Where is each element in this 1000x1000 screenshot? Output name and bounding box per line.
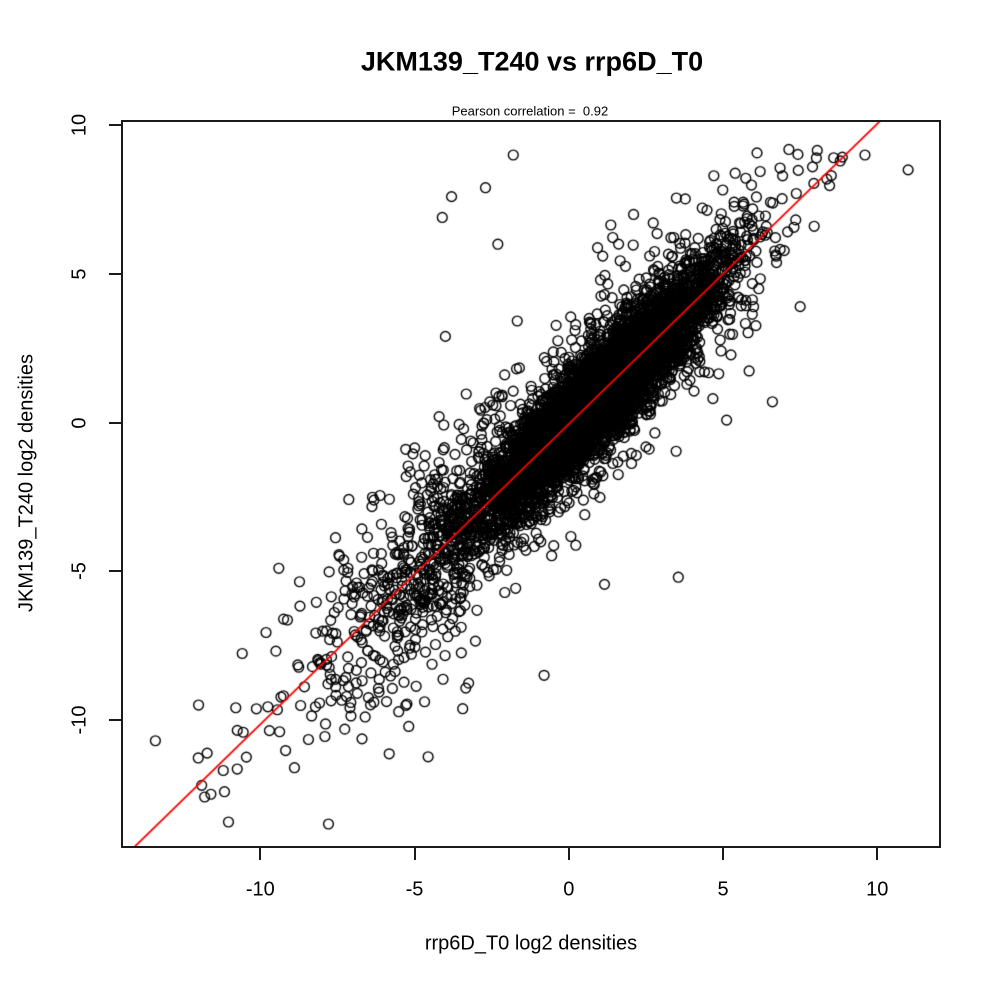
x-tick-mark bbox=[876, 848, 879, 860]
y-tick-label: 10 bbox=[68, 114, 91, 137]
y-axis-label: JKM139_T240 log2 densities bbox=[15, 354, 38, 612]
plot-area bbox=[121, 120, 941, 848]
x-tick-mark bbox=[722, 848, 725, 860]
scatter-points-canvas bbox=[123, 122, 939, 846]
y-tick-label: 5 bbox=[68, 268, 91, 280]
x-tick-mark bbox=[413, 848, 416, 860]
x-tick-mark bbox=[259, 848, 262, 860]
chart-title: JKM139_T240 vs rrp6D_T0 bbox=[360, 46, 704, 77]
y-tick-mark bbox=[109, 570, 121, 573]
y-tick-mark bbox=[109, 124, 121, 127]
x-tick-label: -5 bbox=[405, 878, 424, 901]
x-tick-label: -10 bbox=[245, 878, 275, 901]
chart-subtitle: Pearson correlation = 0.92 bbox=[451, 103, 609, 119]
y-tick-label: -10 bbox=[68, 705, 91, 735]
y-tick-label: -5 bbox=[68, 562, 91, 581]
x-tick-label: 0 bbox=[563, 878, 575, 901]
x-tick-label: 10 bbox=[866, 878, 889, 901]
y-tick-mark bbox=[109, 718, 121, 721]
y-tick-label: 0 bbox=[68, 417, 91, 429]
x-tick-label: 5 bbox=[717, 878, 729, 901]
x-axis-label: rrp6D_T0 log2 densities bbox=[424, 932, 638, 955]
x-tick-mark bbox=[567, 848, 570, 860]
y-tick-mark bbox=[109, 421, 121, 424]
y-tick-mark bbox=[109, 272, 121, 275]
